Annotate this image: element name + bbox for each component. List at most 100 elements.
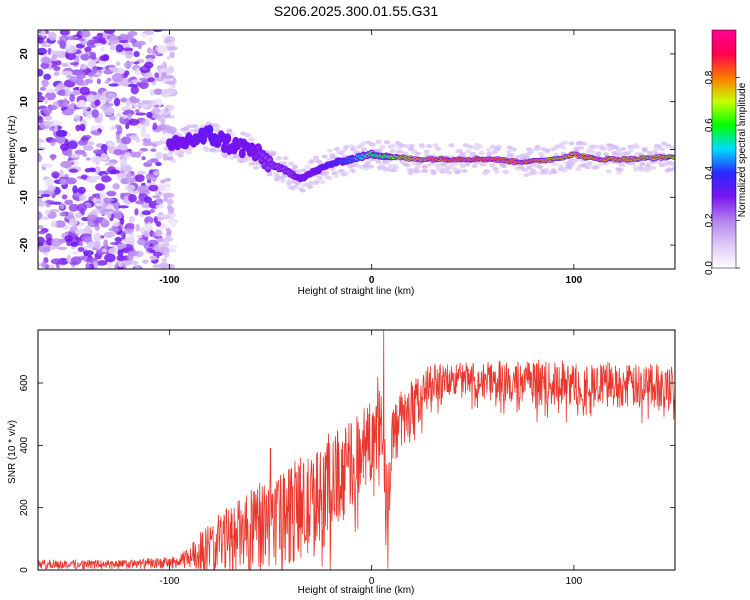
spectrogram-noise-cell: [118, 205, 129, 209]
spectrogram-track-core: [265, 165, 271, 170]
spectrogram-noise-cell: [61, 110, 74, 116]
spectrogram-noise-cell: [50, 258, 63, 265]
spectrogram-halo-cell: [593, 163, 600, 168]
spectrogram-noise-cell: [166, 126, 177, 135]
spectrogram-y-ticks: -20 -10 0 10 20: [19, 48, 675, 252]
spectrogram-halo-cell: [414, 151, 421, 156]
spectrogram-noise-cell: [146, 159, 153, 165]
spectrogram-noise-cell: [73, 114, 81, 122]
spectrogram-noise-cell: [60, 70, 73, 76]
spectrogram-noise-cell: [167, 204, 172, 211]
spectrogram-noise-cell: [78, 241, 84, 247]
spectrogram-halo-cell: [432, 143, 439, 148]
spectrogram-noise-cell: [141, 210, 152, 216]
spectrogram-halo-cell: [295, 169, 302, 174]
spectrogram-noise-cell: [85, 157, 91, 161]
spectrogram-y-tick-label: -20: [19, 237, 30, 252]
spectrogram-noise-cell: [38, 153, 41, 162]
spectrogram-noise-cell: [99, 190, 106, 200]
spectrogram-noise-cell: [123, 227, 134, 235]
spectrogram-noise-cell: [170, 84, 176, 89]
snr-x-label: Height of straight line (km): [298, 585, 415, 596]
spectrogram-noise-cell: [109, 169, 120, 175]
spectrogram-noise-cell: [93, 232, 102, 242]
spectrogram-halo-cell: [656, 159, 663, 164]
snr-x-tick-label: 0: [369, 576, 375, 587]
spectrogram-noise-cell: [75, 229, 87, 235]
spectrogram-noise-cell: [106, 262, 114, 269]
spectrogram-noise-cell: [122, 260, 132, 266]
spectrogram-noise-cell: [92, 65, 98, 74]
spectrogram-noise-cell: [155, 98, 162, 103]
spectrogram-noise-cell: [141, 126, 147, 135]
spectrogram-track-core: [221, 146, 227, 150]
spectrogram-noise-cell: [65, 40, 71, 50]
spectrogram-halo-cell: [536, 165, 543, 170]
spectrogram-noise-cell: [157, 185, 166, 192]
spectrogram-halo-cell: [360, 147, 367, 152]
spectrogram-noise-cell: [133, 104, 144, 108]
spectrogram-halo-cell: [566, 165, 573, 170]
spectrogram-noise-cell: [68, 104, 75, 109]
spectrogram-noise-cell: [124, 49, 134, 59]
spectrogram-noise-cell: [80, 30, 91, 38]
spectrogram-halo-cell: [403, 144, 410, 149]
spectrogram-noise-cell: [38, 225, 44, 229]
spectrogram-noise-cell: [93, 240, 101, 249]
snr-frame: [37, 329, 676, 571]
spectrogram-halo-cell: [379, 163, 386, 168]
spectrogram-noise-cell: [38, 111, 42, 117]
spectrogram-noise-cell: [164, 107, 169, 113]
spectrogram-noise-cell: [38, 230, 46, 235]
spectrogram-noise-cell: [109, 115, 117, 121]
spectrogram-halo-cell: [603, 161, 610, 166]
spectrogram-halo-cell: [398, 143, 405, 148]
spectrogram-halo-cell: [404, 163, 411, 168]
spectrogram-halo-cell: [300, 168, 307, 173]
spectrogram-noise-cell: [53, 72, 60, 76]
spectrogram-noise-cell: [82, 145, 94, 151]
spectrogram-noise-cell: [59, 212, 66, 217]
spectrogram-noise-cell: [152, 251, 163, 257]
spectrogram-noise-cell: [130, 260, 139, 266]
spectrogram-noise-cell: [44, 177, 54, 187]
spectrogram-halo-cell: [214, 124, 221, 129]
spectrogram-noise-cell: [139, 147, 149, 152]
spectrogram-noise-cell: [108, 35, 119, 45]
spectrogram-noise-cell: [86, 214, 97, 222]
spectrogram-noise-cell: [67, 140, 78, 150]
spectrogram-noise-cell: [125, 222, 135, 229]
spectrogram-halo-cell: [478, 150, 485, 155]
spectrogram-halo-cell: [273, 171, 280, 176]
spectrogram-noise-cell: [161, 257, 168, 263]
spectrogram-halo-cell: [462, 143, 469, 148]
spectrogram-noise-cell: [59, 176, 69, 180]
spectrogram-halo-cell: [299, 188, 306, 193]
spectrogram-halo-cell: [245, 133, 252, 138]
spectrogram-halo-cell: [349, 147, 356, 152]
spectrogram-halo-cell: [471, 163, 478, 168]
spectrogram-noise-cell: [152, 122, 158, 131]
spectrogram-noise-cell: [91, 130, 100, 136]
spectrogram-halo-cell: [448, 162, 455, 167]
spectrogram-noise-cell: [55, 129, 68, 138]
spectrogram-noise-cell: [135, 112, 147, 116]
spectrogram-x-label: Height of straight line (km): [298, 286, 415, 297]
spectrogram-noise-cell: [163, 89, 176, 95]
spectrogram-halo-cell: [465, 149, 472, 154]
spectrogram-noise-cell: [50, 50, 62, 55]
spectrogram-halo-cell: [605, 169, 612, 174]
spectrogram-halo-cell: [350, 169, 357, 174]
spectrogram-halo-cell: [252, 165, 259, 170]
spectrogram-noise-cell: [106, 191, 116, 197]
spectrogram-halo-cell: [392, 165, 399, 170]
spectrogram-halo-cell: [390, 143, 397, 148]
spectrogram-halo-cell: [489, 144, 496, 149]
spectrogram-heatmap: [38, 30, 675, 269]
spectrogram-noise-cell: [44, 209, 51, 215]
spectrogram-halo-cell: [280, 178, 287, 183]
spectrogram-noise-cell: [116, 242, 127, 249]
spectrogram-noise-cell: [158, 214, 169, 218]
spectrogram-noise-cell: [153, 141, 165, 145]
